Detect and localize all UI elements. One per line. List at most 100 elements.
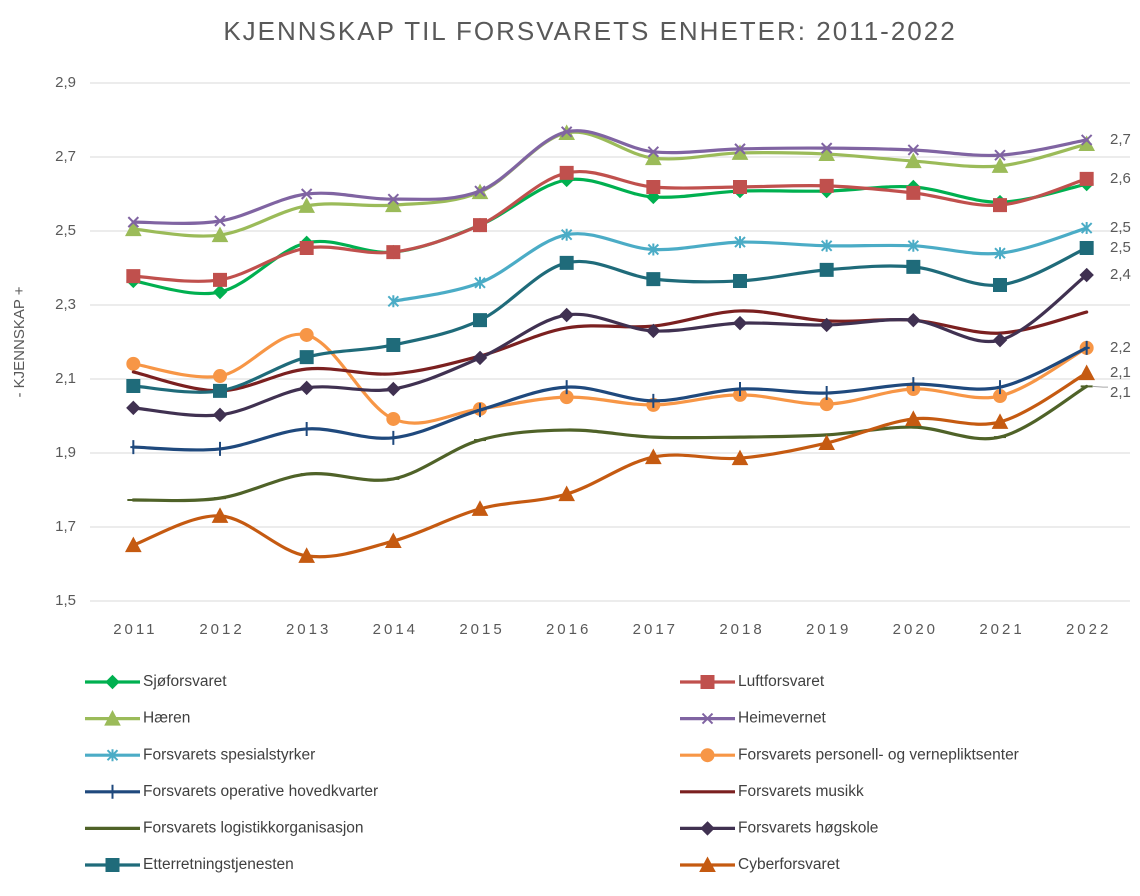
- legend-marker: [700, 748, 715, 763]
- marker: [217, 441, 223, 456]
- marker: [734, 236, 746, 249]
- marker: [733, 179, 747, 194]
- marker: [1079, 241, 1094, 256]
- marker: [818, 434, 836, 451]
- marker: [819, 317, 834, 333]
- y-tick-label: 2,9: [55, 74, 76, 91]
- marker: [130, 440, 137, 455]
- marker: [212, 369, 228, 384]
- legend-label: Heimevernet: [738, 710, 827, 727]
- marker: [384, 532, 402, 549]
- marker: [298, 547, 316, 563]
- marker: [647, 146, 660, 158]
- marker: [390, 430, 397, 445]
- marker: [997, 380, 1003, 395]
- marker: [559, 307, 574, 323]
- marker: [993, 278, 1007, 293]
- marker: [907, 144, 920, 156]
- y-tick-label: 2,7: [55, 148, 76, 165]
- marker: [211, 226, 229, 243]
- legend-marker: [105, 858, 120, 872]
- line: [131, 170, 1089, 283]
- marker: [823, 386, 830, 401]
- marker: [213, 383, 227, 398]
- marker: [910, 377, 917, 392]
- marker: [299, 350, 314, 365]
- marker: [644, 149, 662, 166]
- marker: [820, 239, 833, 252]
- data-label: 2,2: [1110, 339, 1131, 356]
- x-tick-label: 2016: [546, 621, 591, 638]
- legend-label: Forsvarets operative hovedkvarter: [143, 783, 378, 800]
- series: Forsvarets spesialstyrker: [85, 222, 1093, 763]
- legend-label: Forsvarets spesialstyrker: [143, 746, 315, 763]
- marker: [1078, 364, 1096, 381]
- x-tick-label: 2022: [1066, 621, 1111, 638]
- marker: [299, 241, 314, 256]
- data-label: 2,4: [1110, 266, 1131, 283]
- legend-label: Luftforsvaret: [738, 673, 825, 690]
- marker: [386, 411, 401, 426]
- line: [131, 177, 1089, 296]
- y-tick-label: 2,1: [55, 370, 76, 387]
- x-tick-label: 2019: [806, 621, 851, 638]
- y-tick-label: 1,5: [55, 592, 76, 609]
- series: Forsvarets personell- og vernepliktsente…: [126, 327, 1094, 763]
- legend-marker: [701, 712, 714, 725]
- marker: [474, 185, 486, 197]
- legend-marker: [699, 856, 716, 872]
- x-tick-label: 2011: [113, 621, 157, 638]
- marker: [558, 485, 576, 502]
- x-tick-label: 2015: [459, 621, 504, 638]
- marker: [211, 507, 229, 523]
- x-tick-label: 2017: [633, 621, 678, 638]
- marker: [646, 179, 661, 194]
- series: Forsvarets høgskole: [126, 267, 1094, 836]
- series: Heimevernet: [127, 126, 1093, 727]
- marker: [650, 393, 657, 408]
- x-tick-label: 2012: [199, 621, 244, 638]
- x-tick-label: 2021: [979, 621, 1024, 638]
- data-label: 2,5: [1110, 239, 1131, 256]
- y-tick-label: 2,5: [55, 222, 76, 239]
- series: Luftforsvaret: [126, 165, 1094, 690]
- marker: [473, 313, 487, 328]
- leader-line: [1092, 385, 1108, 388]
- marker: [477, 403, 483, 418]
- legend-marker: [700, 821, 715, 836]
- marker: [1080, 134, 1093, 146]
- marker: [733, 273, 747, 288]
- marker: [473, 218, 487, 233]
- marker: [647, 243, 660, 256]
- marker: [387, 295, 400, 308]
- marker: [731, 449, 749, 466]
- legend-label: Etterretningstjenesten: [143, 856, 294, 873]
- marker: [299, 327, 314, 342]
- marker: [298, 197, 316, 213]
- marker: [737, 381, 743, 396]
- marker: [303, 421, 310, 436]
- marker: [471, 500, 489, 516]
- x-tick-label: 2014: [373, 621, 418, 638]
- marker: [214, 215, 226, 227]
- y-tick-label: 1,7: [55, 518, 76, 535]
- marker: [1080, 222, 1093, 235]
- marker: [819, 397, 834, 412]
- legend-marker: [109, 784, 116, 799]
- marker: [387, 193, 400, 205]
- legend-label: Forsvarets personell- og vernepliktsente…: [738, 746, 1019, 763]
- series: Hæren: [85, 124, 1096, 727]
- marker: [644, 448, 662, 465]
- marker: [991, 157, 1009, 173]
- marker: [212, 284, 228, 300]
- data-label: 2,6: [1110, 170, 1131, 187]
- marker: [384, 196, 402, 213]
- marker: [906, 185, 921, 200]
- data-label: 2,7: [1110, 131, 1131, 148]
- marker: [124, 220, 142, 237]
- y-tick-label: 2,3: [55, 296, 76, 313]
- marker: [300, 188, 313, 200]
- marker: [126, 379, 141, 394]
- y-tick-label: 1,9: [55, 444, 76, 461]
